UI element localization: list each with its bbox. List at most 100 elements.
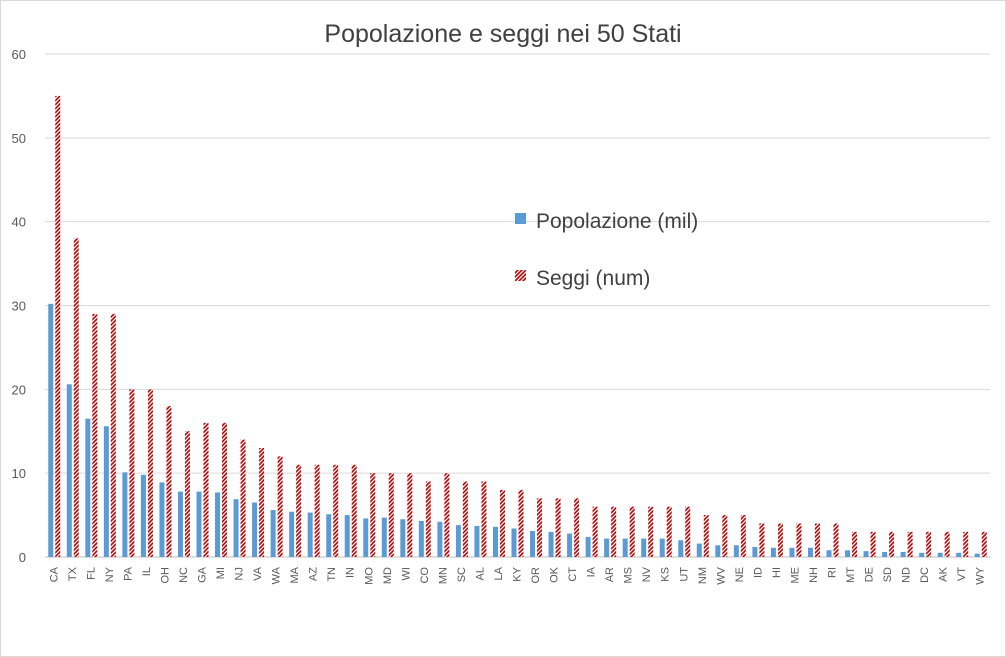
y-axis-ticks: 0 10 20 30 40 50 60: [12, 47, 26, 565]
bar-popolazione-ny: [103, 426, 109, 557]
bar-seggi-vt: [963, 531, 969, 557]
bar-popolazione-wy: [974, 553, 980, 557]
y-tick-label: 20: [12, 382, 26, 397]
bar-popolazione-nj: [233, 499, 239, 557]
x-tick-label-la: LA: [493, 566, 505, 580]
bar-seggi-ok: [555, 498, 561, 557]
bar-popolazione-mi: [215, 492, 221, 557]
bar-seggi-nc: [184, 431, 190, 557]
legend-label-popolazione: Popolazione (mil): [536, 210, 698, 233]
bar-popolazione-nm: [696, 543, 702, 557]
bar-seggi-hi: [777, 523, 783, 557]
bar-seggi-ma: [296, 464, 302, 557]
legend-swatch-seggi: [515, 270, 526, 281]
bar-seggi-sd: [889, 531, 895, 557]
bar-seggi-nm: [703, 515, 709, 557]
x-tick-label-vt: VT: [956, 567, 968, 581]
bar-popolazione-mo: [363, 518, 369, 557]
bar-popolazione-al: [474, 525, 480, 557]
bar-popolazione-il: [140, 474, 146, 557]
legend-swatch-popolazione: [515, 213, 526, 224]
x-tick-label-de: DE: [864, 567, 876, 582]
bar-seggi-ia: [592, 506, 598, 557]
bar-popolazione-ma: [289, 511, 295, 557]
x-tick-label-ak: AK: [938, 566, 950, 581]
bar-popolazione-mn: [437, 521, 443, 557]
bar-seggi-ny: [110, 313, 116, 557]
x-tick-label-fl: FL: [85, 567, 97, 580]
bar-seggi-me: [796, 523, 802, 557]
bars: [48, 95, 987, 558]
x-tick-label-co: CO: [419, 567, 431, 584]
y-tick-label: 0: [19, 550, 26, 565]
bar-popolazione-ok: [548, 531, 554, 557]
bar-popolazione-ar: [604, 538, 610, 557]
bar-popolazione-me: [789, 547, 795, 557]
bar-popolazione-oh: [159, 482, 165, 557]
bar-seggi-wi: [407, 473, 413, 557]
bar-popolazione-sd: [882, 551, 888, 557]
x-tick-label-mo: MO: [363, 567, 375, 585]
bar-popolazione-mt: [845, 550, 851, 557]
x-tick-label-ar: AR: [604, 567, 616, 582]
x-tick-label-ks: KS: [660, 567, 672, 582]
bar-seggi-ky: [518, 489, 524, 557]
bar-popolazione-tn: [326, 514, 332, 557]
x-tick-label-tx: TX: [67, 566, 79, 581]
bar-seggi-in: [351, 464, 357, 557]
bar-seggi-tx: [73, 238, 79, 557]
y-tick-label: 50: [12, 131, 26, 146]
y-tick-label: 40: [12, 215, 26, 230]
x-tick-label-dc: DC: [919, 567, 931, 583]
x-tick-label-wi: WI: [400, 567, 412, 580]
bar-popolazione-de: [863, 551, 869, 557]
bar-seggi-ak: [944, 531, 950, 557]
x-tick-label-ne: NE: [734, 567, 746, 582]
bar-popolazione-ut: [678, 540, 684, 557]
bar-seggi-de: [870, 531, 876, 557]
bar-popolazione-in: [344, 515, 350, 557]
x-tick-label-ma: MA: [289, 566, 301, 583]
x-tick-label-or: OR: [530, 567, 542, 584]
bar-popolazione-nc: [177, 491, 183, 557]
bar-seggi-ri: [833, 523, 839, 557]
x-tick-label-az: AZ: [308, 567, 320, 581]
bar-seggi-oh: [166, 406, 172, 557]
x-tick-label-ok: OK: [549, 566, 561, 583]
bar-seggi-az: [314, 464, 320, 557]
bar-seggi-mt: [852, 531, 858, 557]
bar-popolazione-hi: [770, 547, 776, 557]
x-tick-label-ct: CT: [567, 567, 579, 582]
bar-seggi-wy: [981, 531, 987, 557]
y-tick-label: 30: [12, 299, 26, 314]
x-tick-label-ga: GA: [197, 566, 209, 583]
bar-seggi-nh: [814, 523, 820, 557]
bar-popolazione-tx: [66, 384, 72, 557]
bar-seggi-dc: [926, 531, 932, 557]
bar-popolazione-fl: [85, 418, 91, 557]
bar-seggi-md: [388, 473, 394, 557]
bar-popolazione-ne: [733, 545, 739, 557]
chart-title: Popolazione e seggi nei 50 Stati: [324, 20, 681, 48]
x-tick-label-wa: WA: [271, 566, 283, 584]
x-tick-label-sc: SC: [456, 567, 468, 582]
x-tick-label-md: MD: [382, 567, 394, 584]
bar-seggi-pa: [129, 389, 135, 557]
bar-popolazione-va: [252, 502, 258, 557]
x-tick-label-in: IN: [345, 567, 357, 578]
bar-seggi-sc: [462, 481, 468, 557]
bar-popolazione-wi: [400, 519, 406, 557]
legend: Popolazione (mil) Seggi (num): [515, 210, 698, 290]
x-tick-label-pa: PA: [122, 566, 134, 581]
bar-seggi-ar: [611, 506, 617, 557]
bar-seggi-nd: [907, 531, 913, 557]
x-tick-label-ia: IA: [586, 566, 598, 577]
x-tick-label-wv: WV: [715, 566, 727, 584]
bar-popolazione-ky: [511, 528, 517, 557]
bar-popolazione-or: [530, 531, 536, 557]
x-tick-label-ca: CA: [48, 566, 60, 582]
bar-popolazione-az: [307, 512, 313, 557]
x-tick-label-nc: NC: [178, 567, 190, 583]
bar-popolazione-pa: [122, 472, 128, 557]
